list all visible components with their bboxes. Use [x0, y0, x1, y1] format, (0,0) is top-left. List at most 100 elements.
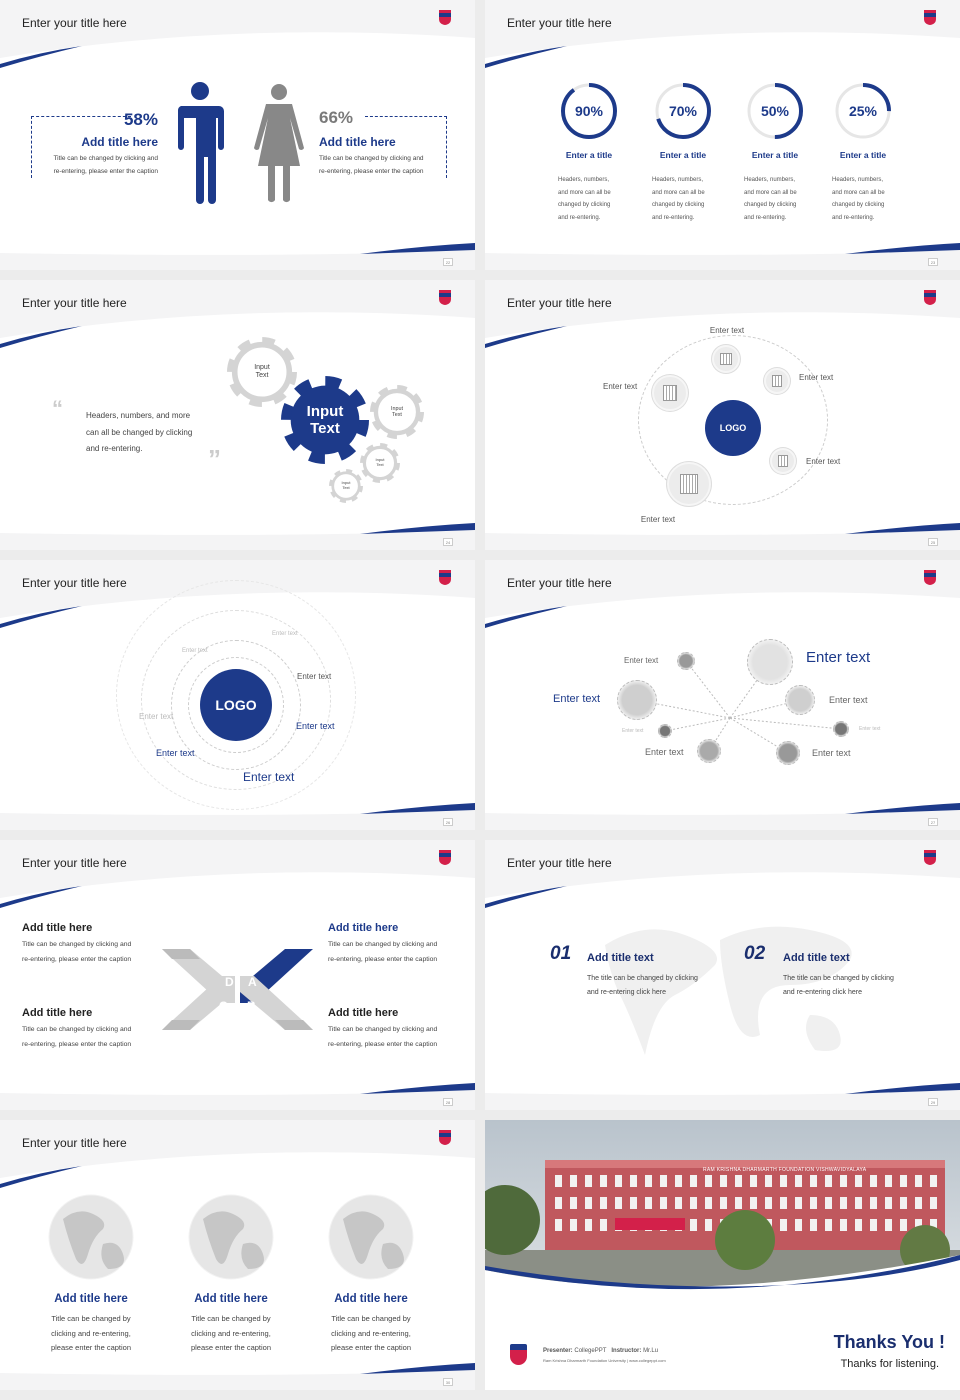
ring-label: Enter text	[243, 770, 295, 784]
item-body: Headers, numbers,	[652, 177, 704, 183]
slide-abcd-arrows[interactable]: Enter your title here 28 Add title here T…	[0, 840, 475, 1110]
university-logo	[924, 290, 936, 305]
slide-radial-network[interactable]: Enter your title here 27 Enter text Enter…	[485, 560, 960, 830]
building-sign: RAM KRISHNA DHARMARTH FOUNDATION VISHWAV…	[703, 1167, 867, 1173]
slide-background	[0, 872, 475, 1095]
gear-label: Text	[376, 462, 384, 467]
stat-body-left: re-entering, please enter the caption	[53, 168, 158, 175]
ring-label: Enter text	[182, 648, 208, 654]
gear-label: Input	[341, 480, 351, 486]
cycle-label: Enter text	[603, 382, 638, 391]
item-body: and more can all be	[744, 189, 797, 196]
gear-label: Input	[375, 457, 385, 463]
item-body: clicking and re-entering,	[191, 1328, 271, 1338]
item-body: clicking and re-entering,	[51, 1328, 131, 1338]
item-body: please enter the caption	[330, 1343, 412, 1352]
item-title: Add title here	[328, 1007, 399, 1019]
page-number: 27	[928, 818, 938, 826]
progress-arc	[561, 83, 617, 139]
slide-title[interactable]: Enter your title here	[507, 576, 612, 590]
ring-label: Enter text	[296, 721, 335, 731]
network-node	[677, 652, 695, 670]
cycle-label: Enter text	[709, 326, 745, 335]
network-label: Enter text	[829, 695, 868, 705]
slide-title[interactable]: Enter your title here	[507, 856, 612, 870]
presenter-label: Presenter:	[543, 1348, 573, 1354]
slide-title[interactable]: Enter your title here	[22, 856, 127, 870]
item-body: changed by clicking	[652, 202, 705, 208]
stat-title-left: Add title here	[81, 135, 158, 149]
slide-title[interactable]: Enter your title here	[507, 16, 612, 30]
page-number: 26	[443, 818, 453, 826]
university-line: Ram Krishna Dharmarth Foundation Univers…	[543, 1358, 666, 1363]
slide-gears[interactable]: Enter your title here 24 “ ” Headers, nu…	[0, 280, 475, 550]
cycle-label: Enter text	[799, 373, 834, 382]
quote-line: Headers, numbers, and more	[86, 411, 191, 420]
item-title: Add title here	[194, 1293, 268, 1305]
slide-title[interactable]: Enter your title here	[22, 16, 127, 30]
page-number: 25	[928, 538, 938, 546]
page-number: 30	[443, 1378, 453, 1386]
stat-body-left: Title can be changed by clicking and	[53, 155, 158, 162]
letter-b: B	[247, 999, 256, 1013]
network-node	[747, 639, 793, 685]
progress-ring: 70%	[654, 82, 712, 140]
network-label: Enter text	[622, 728, 644, 734]
item-body: please enter the caption	[190, 1343, 272, 1352]
logo-circle: LOGO	[200, 669, 272, 741]
network-link	[729, 717, 842, 730]
item-body: re-entering, please enter the caption	[22, 1040, 132, 1048]
item-body: Headers, numbers,	[744, 177, 796, 183]
item-title: Enter a title	[659, 150, 707, 160]
female-icon	[254, 84, 304, 203]
item-body: and more can all be	[832, 189, 885, 196]
gear-label: Text	[255, 372, 269, 379]
slide-title[interactable]: Enter your title here	[22, 1136, 127, 1150]
item-body: and re-entering.	[744, 214, 787, 221]
cycle-label: Enter text	[806, 457, 841, 466]
progress-arc	[747, 83, 803, 139]
slide-title[interactable]: Enter your title here	[22, 576, 127, 590]
stat-value-left: 58%	[123, 110, 158, 129]
logo-circle: LOGO	[705, 400, 761, 456]
slide-thanks[interactable]: RAM KRISHNA DHARMARTH FOUNDATION VISHWAV…	[485, 1120, 960, 1390]
slide-gender-stats[interactable]: Enter your title here 22 58% Add title h…	[0, 0, 475, 270]
globe-icon	[48, 1194, 134, 1280]
close-quote-icon: ”	[208, 444, 221, 474]
university-logo	[924, 10, 936, 25]
slide-world-map[interactable]: Enter your title here 29 01 Add title tex…	[485, 840, 960, 1110]
network-node	[833, 721, 849, 737]
item-body: changed by clicking	[832, 202, 885, 208]
gear-label: Input	[306, 402, 344, 420]
quote-line: can all be changed by clicking	[86, 427, 193, 437]
university-logo	[439, 290, 451, 305]
slide-background	[485, 872, 960, 1095]
progress-value: 70%	[668, 103, 698, 119]
progress-value: 25%	[848, 103, 878, 119]
item-title: Add title here	[334, 1293, 408, 1305]
progress-value: 90%	[574, 103, 604, 119]
progress-ring: 25%	[834, 82, 892, 140]
item-body: re-entering, please enter the caption	[328, 1040, 438, 1048]
page-number: 24	[443, 538, 453, 546]
item-body: Title can be changed by	[51, 1314, 131, 1323]
slide-title[interactable]: Enter your title here	[22, 296, 127, 310]
progress-ring: 90%	[560, 82, 618, 140]
network-node	[697, 739, 721, 763]
globe-icon	[188, 1194, 274, 1280]
item-body: and re-entering click here	[587, 989, 666, 996]
slide-concentric-logo[interactable]: Enter your title here 26 LOGO Enter text…	[0, 560, 475, 830]
ring-label: Enter text	[156, 748, 195, 758]
main-gear: Input Text	[281, 376, 369, 464]
instructor-label: Instructor:	[611, 1348, 642, 1354]
slide-title[interactable]: Enter your title here	[507, 296, 612, 310]
item-title: Enter a title	[751, 150, 799, 160]
arrow-b	[240, 976, 313, 1030]
orbit-circle	[638, 335, 828, 505]
slide-progress-rings[interactable]: Enter your title here 23 90% Enter a titl…	[485, 0, 960, 270]
slide-globes[interactable]: Enter your title here 30 Add title here T…	[0, 1120, 475, 1390]
network-node	[785, 685, 815, 715]
item-body: and re-entering.	[832, 214, 875, 221]
network-link	[664, 717, 731, 732]
slide-cycle-logo[interactable]: Enter your title here 25 LOGO Enter text…	[485, 280, 960, 550]
